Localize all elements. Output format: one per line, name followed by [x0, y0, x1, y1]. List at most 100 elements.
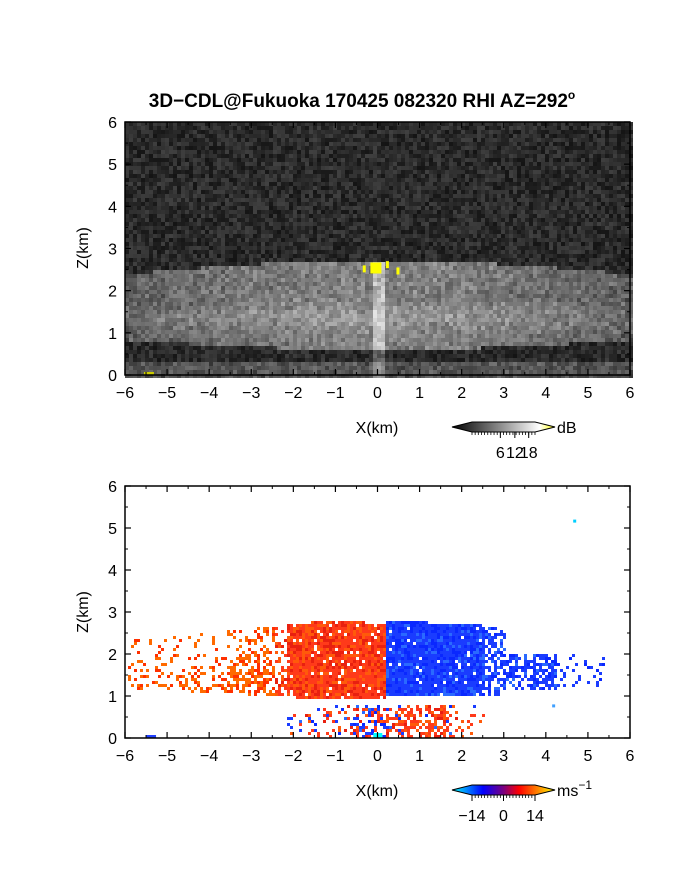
reflectivity-cell [141, 242, 145, 246]
reflectivity-cell [441, 158, 445, 162]
reflectivity-cell [481, 234, 485, 238]
reflectivity-cell [465, 138, 469, 142]
reflectivity-cell [289, 246, 293, 250]
reflectivity-cell [545, 158, 549, 162]
reflectivity-cell [389, 138, 393, 142]
reflectivity-cell [149, 178, 153, 182]
reflectivity-cell [573, 174, 577, 178]
reflectivity-cell [601, 274, 605, 278]
reflectivity-cell [501, 174, 505, 178]
reflectivity-cell [269, 222, 273, 226]
reflectivity-cell [601, 198, 605, 202]
reflectivity-cell [377, 122, 381, 126]
reflectivity-cell [297, 142, 301, 146]
reflectivity-cell [385, 170, 389, 174]
reflectivity-cell [501, 226, 505, 230]
reflectivity-cell [509, 230, 513, 234]
reflectivity-cell [589, 238, 593, 242]
reflectivity-cell [145, 126, 149, 130]
reflectivity-cell [137, 242, 141, 246]
reflectivity-cell [597, 246, 601, 250]
reflectivity-cell [157, 126, 161, 130]
reflectivity-cell [501, 134, 505, 138]
reflectivity-cell [317, 146, 321, 150]
reflectivity-cell [249, 154, 253, 158]
reflectivity-cell [505, 210, 509, 214]
reflectivity-cell [281, 182, 285, 186]
reflectivity-cell [161, 186, 165, 190]
reflectivity-cell [597, 142, 601, 146]
reflectivity-cell [329, 254, 333, 258]
reflectivity-cell [441, 146, 445, 150]
reflectivity-cell [469, 174, 473, 178]
reflectivity-cell [353, 218, 357, 222]
reflectivity-cell [297, 194, 301, 198]
reflectivity-cell [337, 182, 341, 186]
reflectivity-cell [329, 258, 333, 262]
reflectivity-cell [557, 226, 561, 230]
reflectivity-cell [565, 258, 569, 262]
reflectivity-cell [349, 146, 353, 150]
reflectivity-cell [457, 130, 461, 134]
reflectivity-cell [185, 234, 189, 238]
reflectivity-cell [173, 262, 177, 266]
reflectivity-cell [561, 162, 565, 166]
reflectivity-cell [149, 150, 153, 154]
reflectivity-cell [537, 226, 541, 230]
reflectivity-cell [585, 162, 589, 166]
reflectivity-cell [125, 266, 129, 270]
reflectivity-cell [577, 170, 581, 174]
reflectivity-cell [233, 134, 237, 138]
reflectivity-cell [365, 138, 369, 142]
reflectivity-cell [253, 186, 257, 190]
reflectivity-cell [421, 254, 425, 258]
reflectivity-cell [393, 242, 397, 246]
reflectivity-cell [581, 262, 585, 266]
reflectivity-cell [173, 130, 177, 134]
reflectivity-cell [457, 182, 461, 186]
reflectivity-cell [457, 270, 461, 274]
reflectivity-cell [629, 214, 633, 218]
reflectivity-cell [517, 222, 521, 226]
reflectivity-cell [349, 242, 353, 246]
reflectivity-cell [425, 230, 429, 234]
reflectivity-cell [209, 214, 213, 218]
reflectivity-cell [541, 246, 545, 250]
reflectivity-cell [429, 142, 433, 146]
reflectivity-cell [409, 230, 413, 234]
reflectivity-cell [237, 150, 241, 154]
reflectivity-cell [237, 238, 241, 242]
reflectivity-cell [529, 190, 533, 194]
reflectivity-cell [309, 266, 313, 270]
reflectivity-cell [265, 186, 269, 190]
reflectivity-cell [429, 246, 433, 250]
reflectivity-cell [625, 250, 629, 254]
reflectivity-cell [201, 234, 205, 238]
reflectivity-cell [493, 126, 497, 130]
reflectivity-cell [353, 182, 357, 186]
reflectivity-cell [361, 254, 365, 258]
reflectivity-cell [425, 182, 429, 186]
reflectivity-cell [181, 170, 185, 174]
reflectivity-cell [141, 202, 145, 206]
reflectivity-cell [377, 174, 381, 178]
reflectivity-cell [377, 138, 381, 142]
reflectivity-cell [177, 254, 181, 258]
reflectivity-cell [369, 218, 373, 222]
reflectivity-cell [241, 174, 245, 178]
reflectivity-cell [153, 122, 157, 126]
reflectivity-cell [357, 150, 361, 154]
reflectivity-cell [357, 162, 361, 166]
reflectivity-cell [493, 214, 497, 218]
reflectivity-cell [417, 250, 421, 254]
reflectivity-cell [485, 254, 489, 258]
reflectivity-cell [405, 250, 409, 254]
reflectivity-cell [585, 214, 589, 218]
reflectivity-cell [413, 258, 417, 262]
reflectivity-cell [173, 202, 177, 206]
reflectivity-cell [213, 214, 217, 218]
reflectivity-cell [341, 266, 345, 270]
reflectivity-cell [469, 170, 473, 174]
reflectivity-cell [369, 154, 373, 158]
reflectivity-cell [269, 126, 273, 130]
